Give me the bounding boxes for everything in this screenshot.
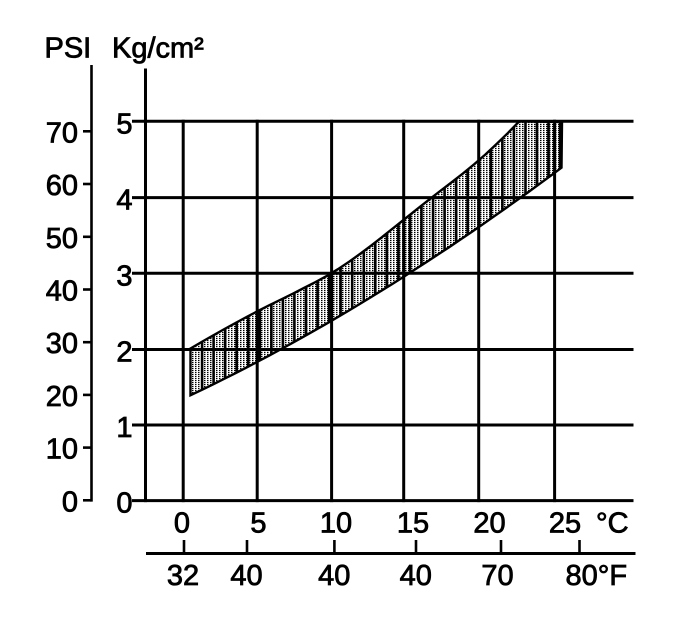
svg-text:10: 10 [320,508,352,540]
svg-text:4: 4 [116,185,132,217]
svg-text:1: 1 [116,412,132,444]
svg-text:2: 2 [116,337,132,369]
svg-text:5: 5 [250,508,266,540]
svg-text:Kg/cm²: Kg/cm² [112,33,204,65]
svg-text:20: 20 [46,381,78,413]
svg-text:25: 25 [549,508,581,540]
svg-text:°C: °C [596,508,629,540]
svg-text:15: 15 [397,508,429,540]
svg-text:32: 32 [167,560,199,592]
svg-text:60: 60 [46,170,78,202]
svg-text:50: 50 [46,223,78,255]
svg-text:10: 10 [46,434,78,466]
svg-text:PSI: PSI [45,33,92,65]
svg-text:70: 70 [481,560,513,592]
svg-text:20: 20 [473,508,505,540]
svg-text:0: 0 [62,486,78,518]
svg-text:3: 3 [116,260,132,292]
svg-text:80°F: 80°F [566,560,628,592]
svg-text:0: 0 [116,488,132,520]
svg-text:0: 0 [174,508,190,540]
svg-text:40: 40 [230,560,262,592]
svg-text:40: 40 [318,560,350,592]
svg-text:30: 30 [46,328,78,360]
svg-text:70: 70 [46,117,78,149]
svg-text:5: 5 [116,108,132,140]
svg-text:40: 40 [400,560,432,592]
svg-text:40: 40 [46,275,78,307]
